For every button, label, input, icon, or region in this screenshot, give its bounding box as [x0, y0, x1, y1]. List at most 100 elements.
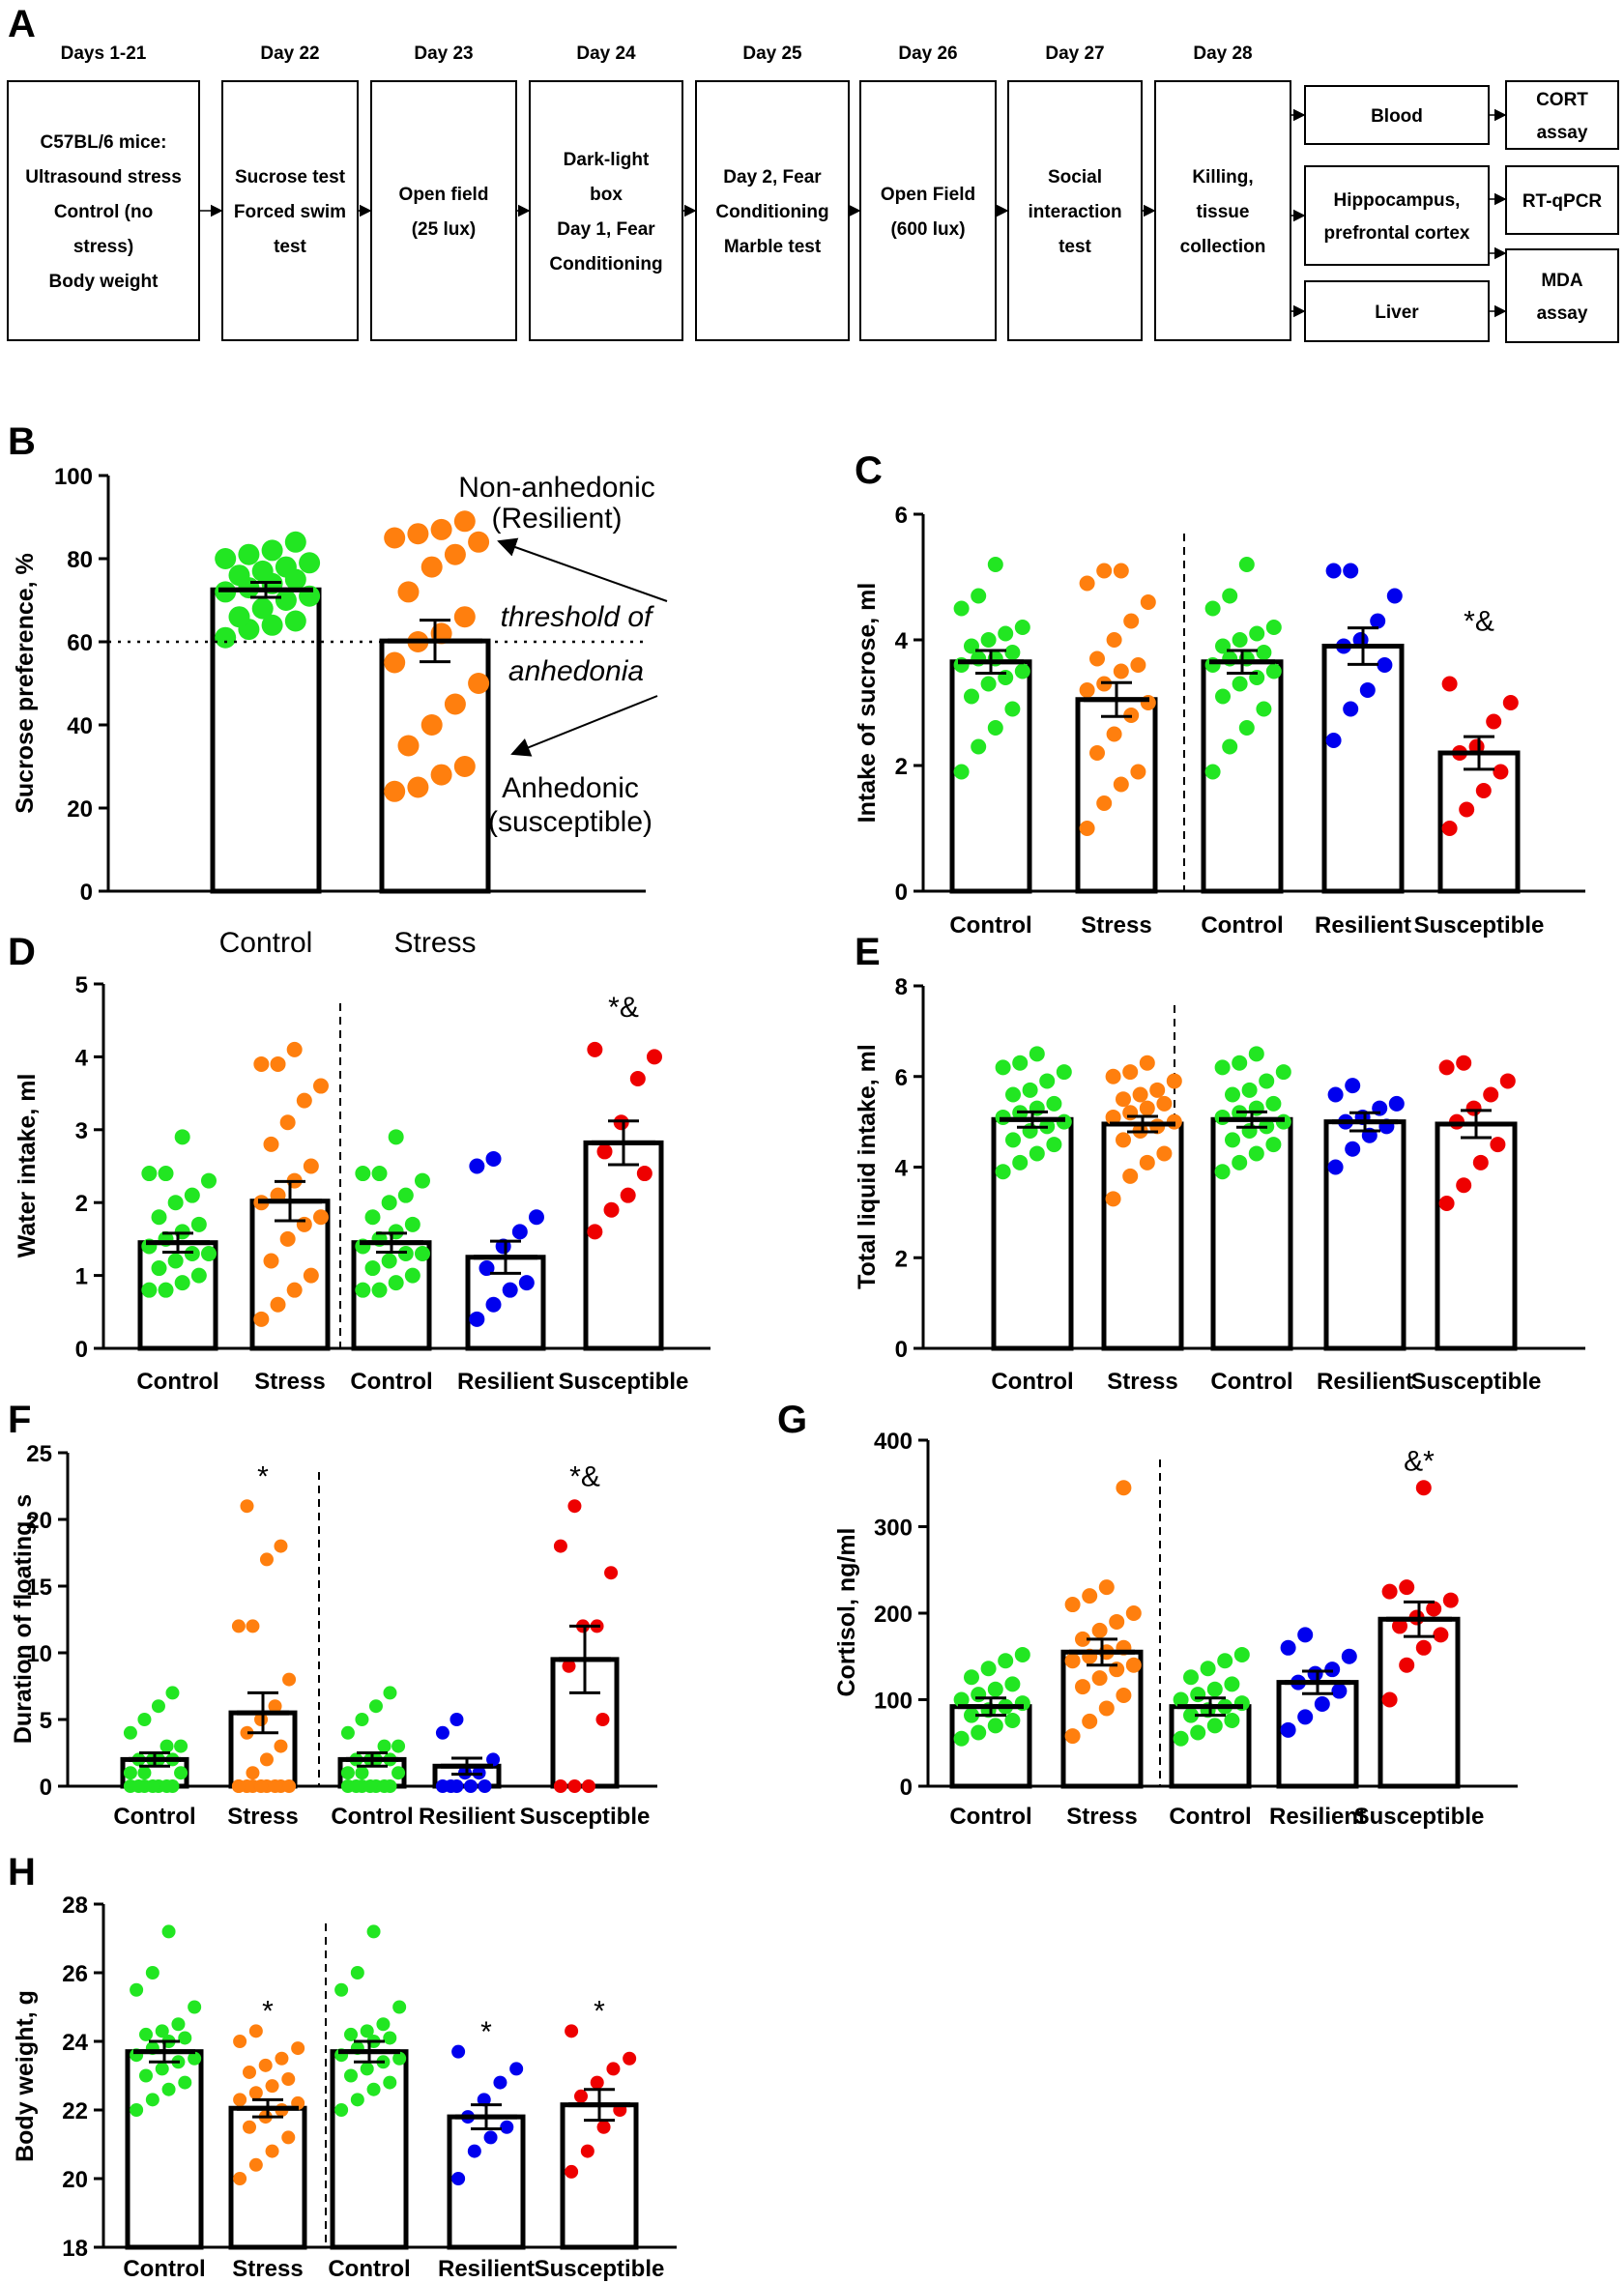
data-point — [350, 2093, 364, 2107]
data-point — [388, 1275, 404, 1291]
data-point — [953, 1730, 970, 1747]
timeline-box — [1007, 80, 1143, 341]
category-label: Susceptible — [1414, 912, 1545, 939]
data-point — [1140, 594, 1156, 610]
data-point — [995, 1059, 1011, 1076]
day-label: Day 26 — [898, 43, 957, 64]
data-point — [1012, 1154, 1029, 1170]
data-point — [1415, 1639, 1432, 1656]
data-point — [1113, 663, 1129, 679]
data-point — [190, 1267, 207, 1284]
data-point — [1392, 1618, 1407, 1634]
category-label: Control — [331, 1804, 413, 1830]
data-point — [188, 2000, 202, 2014]
data-point — [483, 2130, 498, 2145]
data-point — [596, 2120, 611, 2134]
data-point — [161, 2082, 176, 2096]
timeline-box-text: Control (no — [54, 202, 153, 222]
data-point — [1116, 1132, 1131, 1148]
data-point — [468, 673, 490, 694]
significance-marker: * — [480, 2016, 492, 2048]
timeline-box — [370, 80, 517, 341]
category-label: Susceptible — [520, 1804, 651, 1830]
y-tick-label: 28 — [62, 1893, 88, 1919]
data-point — [1465, 1100, 1482, 1116]
panel-label-c: C — [855, 449, 883, 492]
category-label: Resilient — [1269, 1804, 1366, 1830]
data-point — [145, 2093, 160, 2107]
data-point — [381, 1195, 397, 1211]
data-point — [286, 1041, 303, 1057]
data-point — [493, 2075, 508, 2090]
data-point — [355, 1713, 369, 1726]
data-point — [1297, 1627, 1314, 1643]
data-point — [998, 625, 1014, 642]
data-point — [243, 2065, 256, 2079]
data-point — [1130, 764, 1146, 780]
y-tick-label: 0 — [75, 1337, 88, 1363]
data-point — [376, 2017, 391, 2032]
day-label: Day 27 — [1045, 43, 1104, 64]
data-point — [360, 2062, 374, 2076]
data-point — [279, 1114, 296, 1131]
data-point — [344, 2027, 358, 2041]
data-point — [971, 1687, 987, 1703]
y-tick-label: 3 — [75, 1118, 88, 1144]
data-point — [270, 1296, 286, 1313]
data-point — [190, 1216, 207, 1232]
data-point — [261, 614, 283, 636]
data-point — [468, 531, 490, 553]
timeline-box — [221, 80, 359, 341]
data-point — [596, 1143, 613, 1160]
data-point — [360, 2024, 374, 2038]
timeline-box — [529, 80, 683, 341]
data-point — [274, 1739, 288, 1753]
data-point — [344, 2068, 358, 2083]
chart-panel-b: B 0 20 40 60 80 100 Sucrose preference, % Contro… — [8, 420, 668, 959]
timeline-box-text: test — [274, 237, 306, 257]
data-point — [1232, 676, 1248, 692]
data-point — [349, 1779, 363, 1793]
data-point — [1096, 563, 1113, 579]
panel-label-a: A — [8, 3, 36, 45]
data-point — [1222, 738, 1238, 755]
y-tick-label: 4 — [895, 628, 909, 654]
data-point — [953, 764, 970, 780]
data-point — [275, 590, 297, 611]
data-point — [1029, 1046, 1045, 1062]
chart-panel-h: H 18 20 22 24 26 28 Body weight, g Control Stress… — [8, 1851, 677, 2282]
chart-panel-d: D 0 1 2 3 4 5 Water intake, ml Control Stress Cont… — [8, 931, 710, 1395]
y-tick-label: 0 — [900, 1775, 913, 1801]
data-point — [1256, 645, 1272, 660]
data-point — [1132, 1086, 1148, 1103]
category-label: Resilient — [438, 2256, 535, 2282]
data-point — [1190, 1724, 1206, 1741]
y-axis-title: Cortisol, ng/ml — [833, 1528, 860, 1697]
y-tick-label: 24 — [62, 2030, 88, 2056]
data-point — [1490, 1137, 1506, 1153]
panel-label-f: F — [8, 1399, 31, 1441]
data-point — [1377, 657, 1393, 673]
data-point — [355, 1282, 371, 1298]
y-tick-label: 0 — [80, 880, 93, 906]
data-point — [430, 518, 452, 540]
timeline-box-text: (600 lux) — [890, 219, 965, 240]
data-point — [263, 1136, 279, 1152]
data-point — [1370, 613, 1386, 629]
timeline-box-text: stress) — [73, 237, 133, 257]
data-point — [1123, 613, 1140, 629]
data-point — [145, 1966, 160, 1980]
data-point — [467, 2144, 481, 2158]
y-tick-label: 22 — [62, 2098, 88, 2124]
data-point — [228, 564, 250, 587]
data-point — [233, 2035, 247, 2048]
data-point — [1206, 1681, 1223, 1697]
data-point — [1204, 764, 1221, 780]
data-point — [363, 1779, 378, 1793]
data-point — [1297, 1709, 1314, 1725]
data-point — [971, 588, 987, 604]
data-point — [987, 557, 1003, 572]
data-point — [158, 1166, 174, 1182]
data-point — [366, 1924, 381, 1939]
